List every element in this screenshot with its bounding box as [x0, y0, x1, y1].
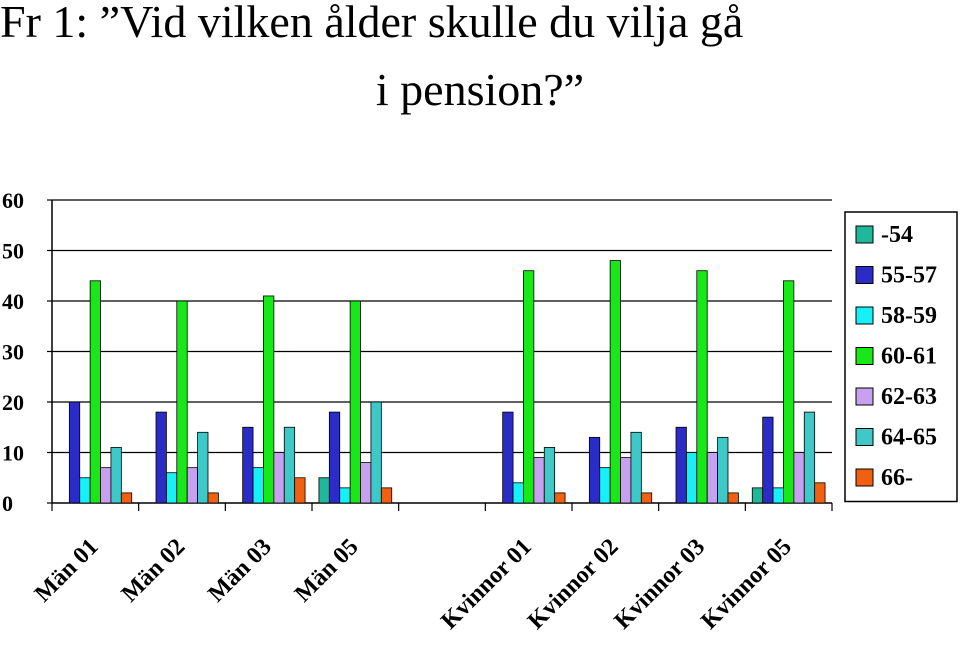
- bar: [370, 401, 382, 504]
- bar: [620, 457, 632, 504]
- bar: [360, 462, 372, 504]
- legend-label: 62-63: [881, 384, 937, 410]
- x-category-label: Kvinnor 01: [436, 534, 537, 635]
- bar: [727, 492, 739, 504]
- legend-label: 60-61: [881, 344, 937, 370]
- bar: [176, 300, 188, 504]
- legend-label: 64-65: [881, 425, 937, 451]
- bar: [554, 492, 566, 504]
- bar: [803, 411, 816, 504]
- x-category-label: Kvinnor 02: [523, 534, 624, 635]
- bar: [751, 487, 764, 504]
- bar: [543, 447, 556, 504]
- bar: [252, 467, 264, 504]
- y-tick-label: 10: [2, 441, 24, 466]
- y-tick-label: 20: [2, 390, 24, 415]
- legend-swatch: [855, 428, 874, 446]
- bar: [772, 487, 784, 504]
- legend-label: 66-: [881, 465, 913, 491]
- bar: [318, 477, 330, 504]
- x-category-label: Män 01: [30, 534, 104, 608]
- bar: [197, 431, 209, 504]
- bar: [165, 472, 178, 504]
- bar: [349, 300, 361, 504]
- bar: [273, 452, 285, 504]
- legend-swatch: [855, 387, 874, 406]
- bar: [110, 447, 122, 504]
- y-tick-label: 60: [2, 188, 24, 213]
- bar: [783, 280, 795, 504]
- bar: [79, 477, 91, 504]
- chart-title-line-2: i pension?”: [375, 64, 585, 115]
- y-tick-label: 30: [2, 340, 24, 365]
- bar: [120, 492, 133, 504]
- bar: [762, 416, 774, 504]
- bar: [630, 431, 642, 504]
- bar: [717, 436, 729, 504]
- bar: [207, 492, 219, 504]
- legend-swatch: [855, 468, 874, 487]
- bar: [599, 467, 611, 504]
- bar: [283, 426, 296, 504]
- bar: [793, 452, 805, 504]
- y-tick-label: 0: [2, 491, 13, 516]
- bar: [89, 280, 101, 504]
- y-tick-label: 50: [2, 239, 24, 264]
- legend-label: 58-59: [881, 303, 937, 329]
- bar: [814, 482, 826, 504]
- bar: [640, 492, 653, 504]
- legend-label: -54: [881, 222, 913, 248]
- legend-label: 55-57: [881, 263, 937, 289]
- bar: [502, 411, 514, 504]
- bar: [328, 411, 341, 504]
- bar: [263, 295, 275, 504]
- bar: [242, 426, 254, 504]
- x-category-label: Män 05: [290, 534, 364, 608]
- x-category-label: Män 03: [203, 534, 277, 608]
- x-category-label: Män 02: [117, 534, 191, 608]
- legend-swatch: [855, 347, 874, 365]
- chart-title-line-1: Fr 1: ”Vid vilken ålder skulle du vilja …: [0, 0, 744, 47]
- bar: [512, 482, 524, 504]
- bar: [696, 270, 708, 504]
- bar: [68, 401, 81, 504]
- bar: [588, 436, 601, 504]
- legend-swatch: [855, 225, 874, 244]
- x-category-label: Kvinnor 03: [610, 534, 711, 635]
- x-category-label: Kvinnor 05: [696, 534, 797, 635]
- bar: [100, 467, 112, 504]
- legend-swatch: [855, 306, 874, 325]
- legend-swatch: [855, 266, 874, 284]
- bar: [609, 260, 621, 504]
- bar: [339, 487, 351, 504]
- bar: [294, 477, 306, 504]
- y-tick-label: 40: [2, 289, 24, 314]
- bar: [706, 452, 719, 504]
- bar: [533, 457, 545, 504]
- bar: [523, 270, 535, 504]
- bar: [155, 411, 167, 504]
- bar: [675, 426, 687, 504]
- bar: [380, 487, 393, 504]
- bar: [686, 452, 698, 504]
- bar: [186, 467, 198, 504]
